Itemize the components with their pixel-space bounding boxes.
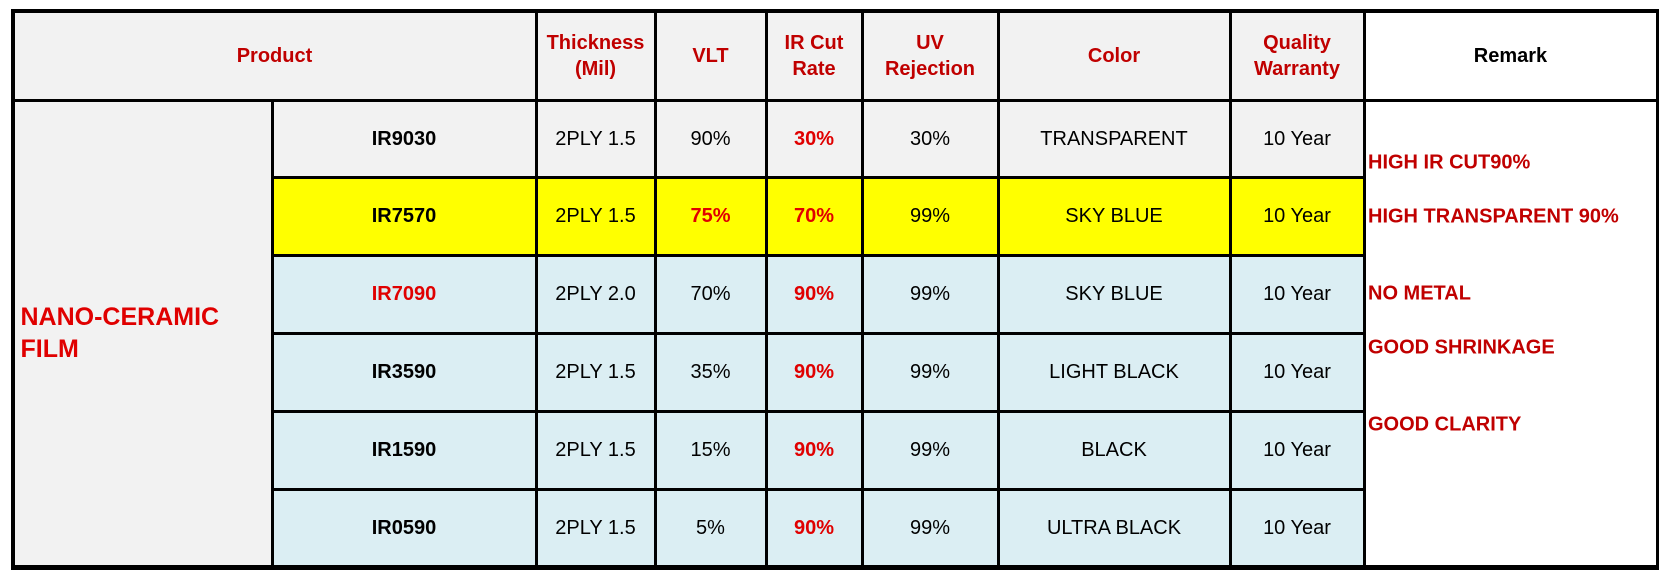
table-cell: 10 Year — [1231, 256, 1363, 332]
table-cell: IR1590 — [273, 412, 535, 488]
table-cell: 90% — [656, 101, 765, 176]
table-cell: LIGHT BLACK — [999, 334, 1229, 410]
remark-text: HIGH IR CUT90% — [1368, 151, 1531, 174]
table-cell: 99% — [863, 412, 997, 488]
header-cell: Color — [999, 12, 1229, 99]
remark-text: HIGH TRANSPARENT 90% — [1368, 205, 1619, 228]
group-cell: NANO-CERAMIC FILM — [14, 101, 271, 565]
header-cell: Thickness (Mil) — [537, 12, 654, 99]
table-cell: IR7570 — [273, 178, 535, 254]
table-cell: 30% — [863, 101, 997, 176]
remark-text: GOOD SHRINKAGE — [1368, 336, 1555, 359]
table-cell: 10 Year — [1231, 178, 1363, 254]
table-cell: 99% — [863, 490, 997, 565]
table-cell: 70% — [767, 178, 861, 254]
table-cell: ULTRA BLACK — [999, 490, 1229, 565]
table-cell: 99% — [863, 334, 997, 410]
table-cell: 30% — [767, 101, 861, 176]
table-cell: IR7090 — [273, 256, 535, 332]
table-cell: 35% — [656, 334, 765, 410]
table-cell: 2PLY 2.0 — [537, 256, 654, 332]
header-cell: UV Rejection — [863, 12, 997, 99]
table-cell: 10 Year — [1231, 412, 1363, 488]
table-cell: 15% — [656, 412, 765, 488]
table-cell: TRANSPARENT — [999, 101, 1229, 176]
header-cell: IR Cut Rate — [767, 12, 861, 99]
header-cell: VLT — [656, 12, 765, 99]
remark-text: NO METAL — [1368, 282, 1471, 305]
table-cell: 2PLY 1.5 — [537, 101, 654, 176]
table-cell: 10 Year — [1231, 101, 1363, 176]
header-cell: Quality Warranty — [1231, 12, 1363, 99]
table-cell: SKY BLUE — [999, 178, 1229, 254]
table-cell: IR9030 — [273, 101, 535, 176]
table-cell: 10 Year — [1231, 334, 1363, 410]
table-cell: 2PLY 1.5 — [537, 490, 654, 565]
header-cell: Remark — [1365, 12, 1656, 99]
table-cell: 70% — [656, 256, 765, 332]
table-cell: 99% — [863, 256, 997, 332]
table-cell: 90% — [767, 412, 861, 488]
table-cell: 2PLY 1.5 — [537, 334, 654, 410]
table-cell: IR0590 — [273, 490, 535, 565]
table-cell: IR3590 — [273, 334, 535, 410]
table-cell: 10 Year — [1231, 490, 1363, 565]
table-cell: 90% — [767, 256, 861, 332]
table-cell: 75% — [656, 178, 765, 254]
header-cell: Product — [14, 12, 535, 99]
table-cell: SKY BLUE — [999, 256, 1229, 332]
table-cell: 5% — [656, 490, 765, 565]
table-cell: 90% — [767, 490, 861, 565]
remark-cell — [1365, 101, 1656, 565]
table-cell: 90% — [767, 334, 861, 410]
table-cell: 2PLY 1.5 — [537, 412, 654, 488]
table-cell: BLACK — [999, 412, 1229, 488]
remark-text: GOOD CLARITY — [1368, 413, 1522, 436]
table-cell: 2PLY 1.5 — [537, 178, 654, 254]
table-cell: 99% — [863, 178, 997, 254]
